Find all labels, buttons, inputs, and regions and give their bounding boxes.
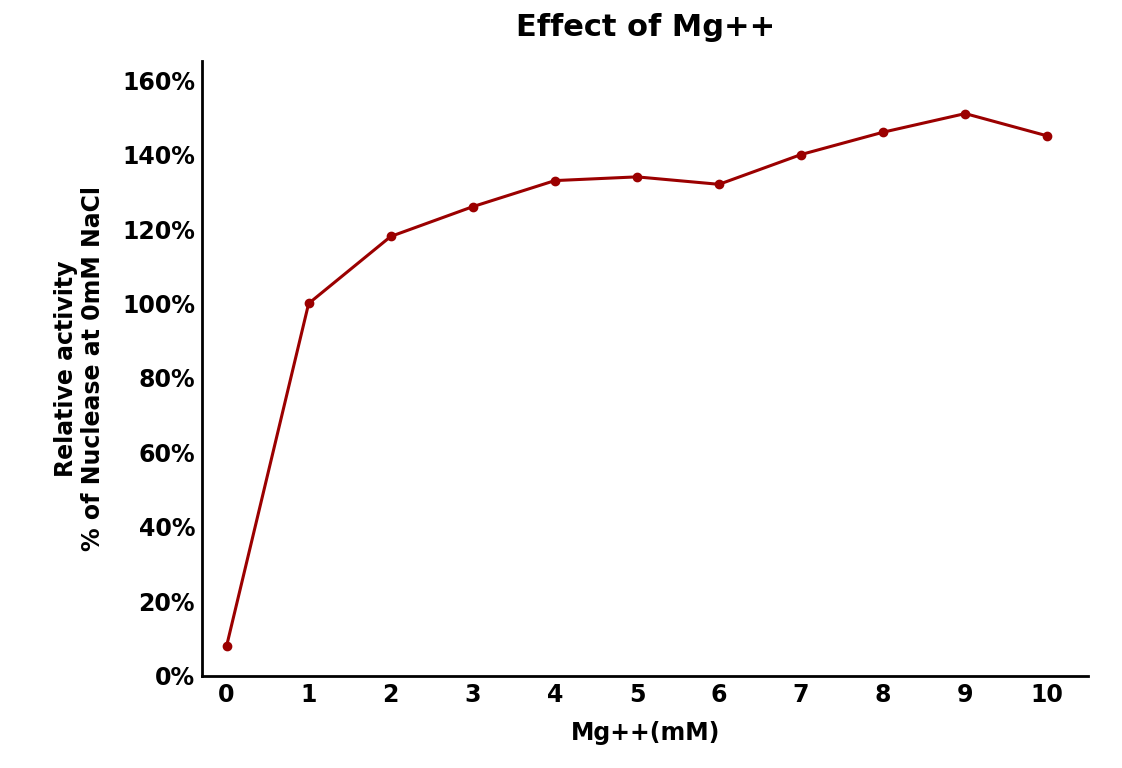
- Y-axis label: Relative activity
% of Nuclease at 0mM NaCl: Relative activity % of Nuclease at 0mM N…: [54, 186, 105, 551]
- Title: Effect of Mg++: Effect of Mg++: [515, 13, 775, 42]
- X-axis label: Mg++(mM): Mg++(mM): [570, 720, 720, 745]
